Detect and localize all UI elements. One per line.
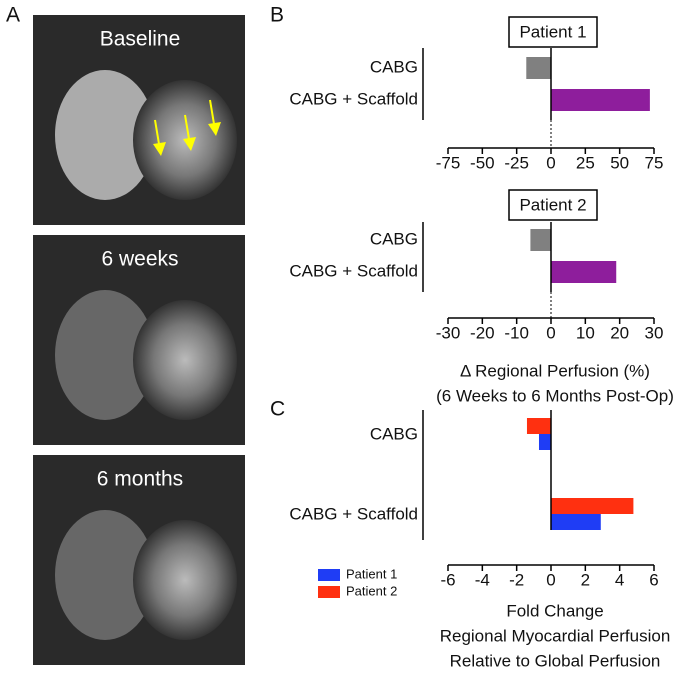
arrow-head [153, 142, 166, 156]
heart-rv [55, 70, 155, 200]
x-tick-label: 2 [581, 570, 590, 589]
panel-label: C [270, 398, 285, 421]
heart-lv [133, 300, 237, 420]
category-label: CABG [370, 229, 418, 248]
bar [551, 261, 617, 283]
x-axis-label: Relative to Global Perfusion [450, 651, 661, 670]
category-label: CABG + Scaffold [289, 261, 418, 280]
arrow-head [208, 122, 221, 136]
category-label: CABG [370, 424, 418, 443]
x-axis-label: Regional Myocardial Perfusion [440, 626, 671, 645]
x-tick-label: 6 [649, 570, 658, 589]
title-box [508, 189, 598, 221]
legend-label: Patient 2 [346, 583, 397, 598]
x-tick-label: -25 [504, 153, 529, 172]
x-tick-label: 0 [546, 153, 555, 172]
bar [538, 434, 551, 450]
chart-title: Patient 1 [519, 22, 586, 41]
category-label: CABG + Scaffold [289, 504, 418, 523]
heart-rv [55, 510, 155, 640]
x-tick-label: 0 [546, 323, 555, 342]
x-tick-label: -20 [470, 323, 495, 342]
image-caption: 6 months [97, 468, 183, 491]
legend-label: Patient 1 [346, 566, 397, 581]
title-box [508, 16, 598, 48]
x-tick-label: -75 [436, 153, 461, 172]
arrow-head [183, 137, 196, 151]
category-label: CABG + Scaffold [289, 89, 418, 108]
bar [551, 498, 634, 514]
legend-swatch [318, 586, 340, 598]
heart-lv [133, 520, 237, 640]
bar [551, 514, 601, 530]
x-axis-label: Δ Regional Perfusion (%) [460, 361, 650, 380]
bar [526, 57, 551, 79]
x-tick-label: 20 [610, 323, 629, 342]
x-tick-label: 50 [610, 153, 629, 172]
chart-title: Patient 2 [519, 195, 586, 214]
category-label: CABG [370, 57, 418, 76]
x-axis-label: Fold Change [506, 601, 603, 620]
x-axis-label: (6 Weeks to 6 Months Post-Op) [436, 386, 674, 405]
legend-swatch [318, 569, 340, 581]
heart-rv [55, 290, 155, 420]
x-tick-label: -10 [504, 323, 529, 342]
x-tick-label: 75 [645, 153, 664, 172]
bar [530, 229, 551, 251]
x-tick-label: 25 [576, 153, 595, 172]
image-caption: Baseline [100, 28, 181, 51]
image-caption: 6 weeks [101, 248, 178, 271]
panel-label: A [6, 4, 20, 27]
x-tick-label: -50 [470, 153, 495, 172]
x-tick-label: -4 [475, 570, 490, 589]
x-tick-label: 0 [546, 570, 555, 589]
panel-label: B [270, 4, 284, 27]
x-tick-label: -30 [436, 323, 461, 342]
x-tick-label: 10 [576, 323, 595, 342]
bar [526, 418, 551, 434]
x-tick-label: 4 [615, 570, 624, 589]
x-tick-label: 30 [645, 323, 664, 342]
x-tick-label: -6 [440, 570, 455, 589]
bar [551, 89, 650, 111]
x-tick-label: -2 [509, 570, 524, 589]
